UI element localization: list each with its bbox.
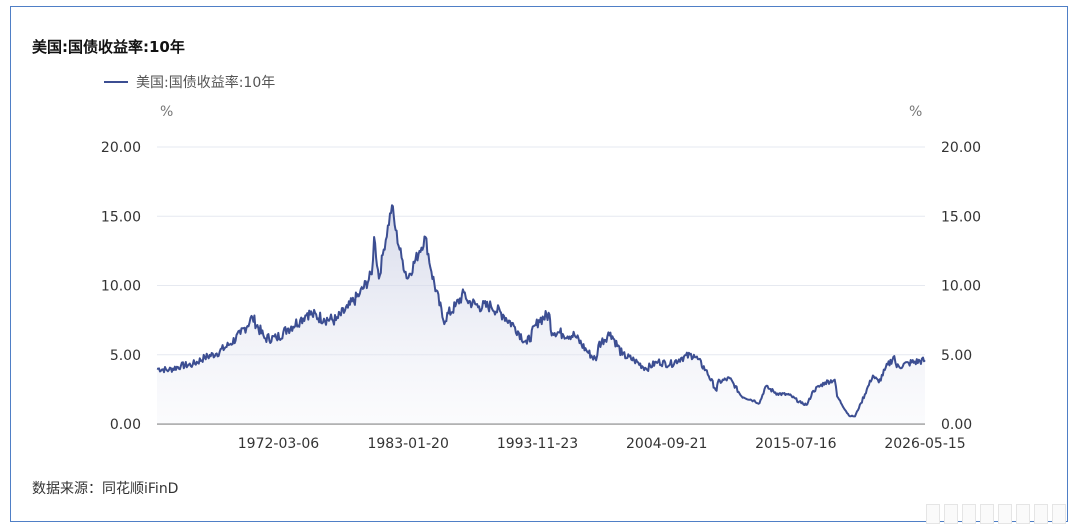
watermark-block <box>944 504 958 524</box>
legend-label: 美国:国债收益率:10年 <box>136 75 276 91</box>
y-tick-label-left: 0.00 <box>110 417 141 433</box>
watermark <box>926 504 1066 524</box>
y-tick-label-left: 5.00 <box>110 348 141 364</box>
series-line <box>156 204 926 418</box>
legend[interactable]: 美国:国债收益率:10年 <box>104 72 275 92</box>
left-unit-label: % <box>160 104 173 120</box>
watermark-block <box>962 504 976 524</box>
y-tick-label-right: 15.00 <box>941 209 981 225</box>
data-source: 数据来源：同花顺iFinD <box>32 481 179 497</box>
y-axis-ticks: 0.00 0.00 5.00 5.00 10.00 10.00 15.00 15.00 20.0… <box>101 140 981 433</box>
y-tick-label-right: 10.00 <box>941 279 981 295</box>
y-tick-label-left: 10.00 <box>101 279 141 295</box>
watermark-block <box>980 504 994 524</box>
x-tick-label: 1993-11-23 <box>497 436 578 452</box>
x-tick-label: 2004-09-21 <box>626 436 707 452</box>
watermark-block <box>1034 504 1048 524</box>
watermark-block <box>1016 504 1030 524</box>
right-unit-label: % <box>909 104 922 120</box>
watermark-block <box>998 504 1012 524</box>
watermark-block <box>926 504 940 524</box>
x-tick-label: 2026-05-15 <box>884 436 965 452</box>
legend-swatch <box>104 81 128 83</box>
y-tick-label-left: 15.00 <box>101 209 141 225</box>
chart-frame <box>10 6 1068 522</box>
y-tick-label-right: 20.00 <box>941 140 981 156</box>
y-tick-label-left: 20.00 <box>101 140 141 156</box>
y-tick-label-right: 5.00 <box>941 348 972 364</box>
series-area <box>157 205 925 424</box>
x-tick-label: 2015-07-16 <box>755 436 836 452</box>
x-tick-label: 1972-03-06 <box>238 436 319 452</box>
watermark-block <box>1052 504 1066 524</box>
x-axis-ticks: 1972-03-06 1983-01-20 1993-11-23 2004-09-21… <box>238 436 966 452</box>
x-tick-label: 1983-01-20 <box>367 436 448 452</box>
chart-title: 美国:国债收益率:10年 <box>32 38 185 56</box>
y-tick-label-right: 0.00 <box>941 417 972 433</box>
